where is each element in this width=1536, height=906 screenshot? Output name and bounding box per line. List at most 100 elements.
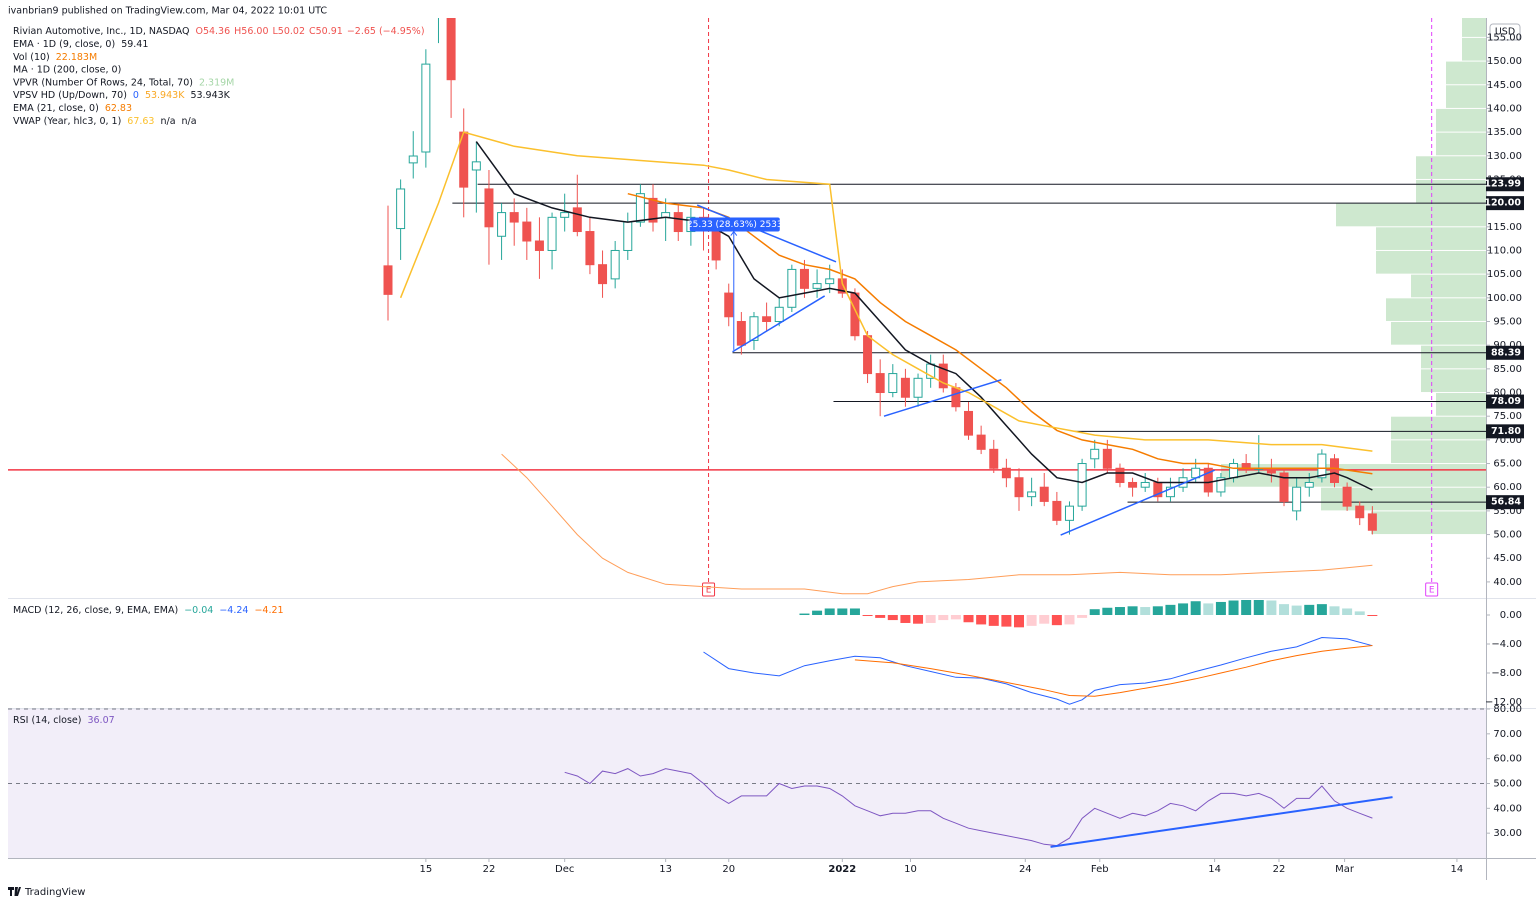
indicator-name: VPVR (Number Of Rows, 24, Total, 70) (13, 77, 193, 88)
volume-profile-row (1391, 321, 1486, 345)
y-tick-label: 95.00 (1493, 316, 1522, 327)
main-pane: E E 25.33 (28.63%) 2533 (8, 18, 1486, 597)
y-tick-label: 80.00 (1493, 704, 1522, 715)
measure-box (689, 217, 780, 232)
macd-histogram-bar (887, 615, 898, 621)
candle-body (610, 249, 620, 280)
y-tick-label: 150.00 (1487, 56, 1522, 67)
candle-body (623, 221, 633, 251)
event-marker (1425, 582, 1439, 597)
candle-body (888, 373, 898, 394)
rsi-value: 36.07 (87, 715, 114, 726)
y-tick-label: 0.00 (1500, 610, 1522, 621)
y-tick-label: 50.00 (1493, 530, 1522, 541)
candle-body (547, 216, 557, 251)
macd-histogram-bar (1241, 600, 1252, 616)
indicator-name: Vol (10) (13, 51, 50, 62)
y-tick-label: −8.00 (1491, 668, 1522, 679)
x-tick-label: 20 (722, 864, 735, 875)
macd-histogram-bar (1291, 605, 1302, 616)
macd-histogram-bar (1329, 606, 1340, 616)
quote-value: C50.91 (309, 26, 343, 37)
indicator-value: 53.943K (145, 90, 185, 101)
y-tick-label: 155.00 (1487, 32, 1522, 43)
macd-histogram-bar (1152, 606, 1163, 616)
y-tick-label: 130.00 (1487, 151, 1522, 162)
quote-value: O54.36 (195, 26, 230, 37)
candle-body (1330, 458, 1339, 483)
x-tick-label: Mar (1335, 864, 1355, 875)
volume-profile-row (1421, 345, 1486, 369)
y-tick-label: 115.00 (1487, 222, 1522, 233)
candle-body (1367, 513, 1377, 531)
candle-body (913, 377, 923, 398)
rsi-title: RSI (14, close) (13, 715, 81, 726)
macd-histogram-bar (1253, 600, 1264, 616)
volume-profile-row (1376, 250, 1486, 274)
y-tick-label: 50.00 (1493, 778, 1522, 789)
candle-body (863, 335, 873, 375)
indicator-value: 67.63 (127, 115, 154, 126)
macd-histogram-bar (1228, 600, 1239, 616)
volume-profile-row (1436, 108, 1486, 132)
y-tick-label: 40.00 (1493, 577, 1522, 588)
symbol: Rivian Automotive, Inc., 1D, NASDAQ (13, 26, 189, 37)
indicator-legend: EMA · 1D (9, close, 0) 59.41 (13, 39, 148, 50)
volume-profile-row (1446, 85, 1486, 108)
macd-pane (703, 600, 1378, 705)
indicator-legend: EMA (21, close, 0) 62.83 (13, 103, 132, 114)
rsi-trendline (1050, 796, 1393, 848)
y-tick-label: 75.00 (1493, 411, 1522, 422)
indicator-value: 59.41 (121, 39, 148, 50)
macd-histogram-bar (1026, 615, 1037, 626)
volume-profile-row (1391, 440, 1486, 464)
candle-body (1203, 467, 1213, 493)
macd-histogram-bar (812, 610, 823, 616)
level-price-label: 123.99 (1484, 179, 1521, 190)
y-tick-label: 90.00 (1493, 340, 1522, 351)
candle-body (560, 212, 570, 218)
macd-histogram-bar (1367, 615, 1378, 617)
quote-value: −2.65 (−4.95%) (347, 26, 425, 37)
y-tick-label: 80.00 (1493, 388, 1522, 399)
y-tick-label: 105.00 (1487, 269, 1522, 280)
volume-profile-row (1462, 18, 1486, 37)
candle-body (421, 63, 431, 153)
macd-histogram-bar (799, 613, 810, 616)
indicator-line (399, 131, 1373, 452)
y-tick-label: 70.00 (1493, 729, 1522, 740)
candle-body (1229, 463, 1239, 479)
macd-histogram-bar (1354, 611, 1365, 616)
event-label: E (1429, 586, 1435, 596)
macd-line (703, 636, 1373, 705)
measure-arrow (730, 230, 738, 236)
x-tick-label: 22 (1273, 864, 1286, 875)
candle-body (762, 316, 772, 322)
volume-profile-row (1391, 416, 1486, 440)
candle-body (598, 264, 608, 285)
candle-body (1027, 491, 1037, 498)
y-tick-label: 100.00 (1487, 293, 1522, 304)
macd-histogram-bar (900, 615, 911, 623)
volume-profile-row (1446, 61, 1486, 85)
trendline (1060, 469, 1215, 536)
rsi-line (564, 768, 1373, 847)
candle-body (711, 226, 721, 261)
candle-body (1115, 467, 1125, 483)
indicator-legend: Vol (10) 22.183M (13, 51, 97, 62)
macd-histogram-bar (1140, 607, 1151, 616)
x-tick-label: 14 (1208, 864, 1221, 875)
candle-body (825, 278, 835, 285)
x-tick-label: 24 (1019, 864, 1032, 875)
y-tick-label: 85.00 (1493, 364, 1522, 375)
y-tick-label: 40.00 (1493, 803, 1522, 814)
trendline (696, 204, 837, 263)
quote-value: H56.00 (234, 26, 268, 37)
level-price-label: 71.80 (1491, 426, 1521, 437)
y-tick-label: 145.00 (1487, 80, 1522, 91)
rsi-pane (8, 708, 1486, 848)
y-tick-label: −4.00 (1491, 639, 1522, 650)
macd-histogram-bar (976, 615, 987, 625)
level-price-box (1486, 394, 1524, 409)
